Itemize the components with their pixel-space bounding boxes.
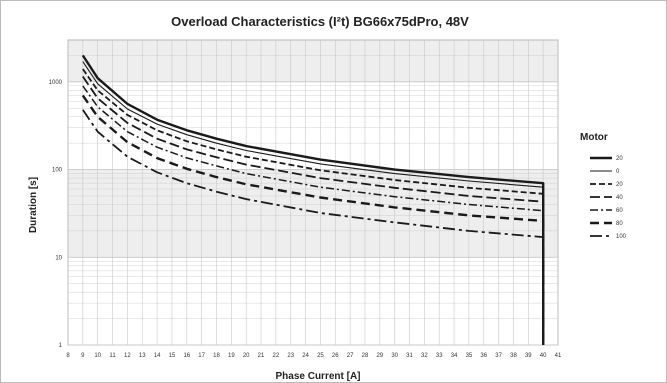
y-tick-label: 1 xyxy=(59,343,63,349)
decade-band xyxy=(68,40,558,82)
x-tick-label: 41 xyxy=(555,353,562,359)
legend-label: 40 xyxy=(616,195,623,201)
legend-label: 100 xyxy=(616,234,627,240)
x-tick-label: 23 xyxy=(287,353,294,359)
x-tick-label: 13 xyxy=(139,353,146,359)
x-tick-label: 35 xyxy=(466,353,473,359)
x-tick-label: 9 xyxy=(81,353,85,359)
x-tick-label: 32 xyxy=(421,353,428,359)
plot-bands xyxy=(68,40,558,258)
series-line-5 xyxy=(81,94,545,345)
series-line-2 xyxy=(82,68,545,345)
series-line-3 xyxy=(82,75,545,345)
plot-series xyxy=(81,54,545,345)
x-tick-label: 28 xyxy=(362,353,369,359)
legend-label: 60 xyxy=(616,208,623,214)
series-line-0 xyxy=(81,54,545,345)
legend-label: 20 xyxy=(616,182,623,188)
y-axis-title: Duration [s] xyxy=(28,177,39,233)
x-tick-label: 21 xyxy=(258,353,265,359)
legend: 20 0 20 40 60 80 100 xyxy=(590,156,627,240)
x-tick-label: 22 xyxy=(273,353,280,359)
legend-label: 0 xyxy=(616,169,620,175)
x-tick-label: 29 xyxy=(376,353,383,359)
x-tick-label: 17 xyxy=(198,353,205,359)
x-tick-label: 36 xyxy=(480,353,487,359)
x-tick-label: 8 xyxy=(66,353,70,359)
x-tick-label: 30 xyxy=(391,353,398,359)
x-tick-label: 38 xyxy=(510,353,517,359)
legend-label: 80 xyxy=(616,221,623,227)
y-tick-labels: 1 10 100 1000 xyxy=(49,80,63,349)
x-tick-label: 16 xyxy=(183,353,190,359)
x-tick-label: 14 xyxy=(154,353,161,359)
x-tick-label: 19 xyxy=(228,353,235,359)
x-tick-labels: 8 9 10 11 12 13 14 15 16 17 18 19 20 21 22 23 24 25 26 27 28… xyxy=(66,353,562,359)
x-tick-label: 31 xyxy=(406,353,413,359)
plot-grid xyxy=(67,39,559,346)
y-tick-label: 10 xyxy=(55,255,62,261)
series-line-4 xyxy=(82,85,544,345)
x-tick-label: 11 xyxy=(109,353,116,359)
x-tick-label: 40 xyxy=(540,353,547,359)
x-tick-label: 15 xyxy=(169,353,176,359)
x-tick-label: 39 xyxy=(525,353,532,359)
x-axis-title: Phase Current [A] xyxy=(275,371,360,382)
x-tick-label: 34 xyxy=(451,353,458,359)
legend-title: Motor xyxy=(580,132,608,143)
x-tick-label: 18 xyxy=(213,353,220,359)
x-tick-label: 37 xyxy=(495,353,502,359)
x-tick-label: 10 xyxy=(94,353,101,359)
x-tick-label: 26 xyxy=(332,353,339,359)
y-tick-label: 100 xyxy=(52,168,63,174)
chart-title: Overload Characteristics (I²t) BG66x75dP… xyxy=(171,14,469,29)
decade-band xyxy=(68,169,558,258)
legend-label: 20 xyxy=(616,156,623,162)
x-tick-label: 20 xyxy=(243,353,250,359)
y-tick-label: 1000 xyxy=(49,80,63,86)
x-tick-label: 27 xyxy=(347,353,354,359)
x-tick-label: 12 xyxy=(124,353,131,359)
x-tick-label: 24 xyxy=(302,353,309,359)
x-tick-label: 25 xyxy=(317,353,324,359)
x-tick-label: 33 xyxy=(436,353,443,359)
series-line-1 xyxy=(82,61,544,345)
